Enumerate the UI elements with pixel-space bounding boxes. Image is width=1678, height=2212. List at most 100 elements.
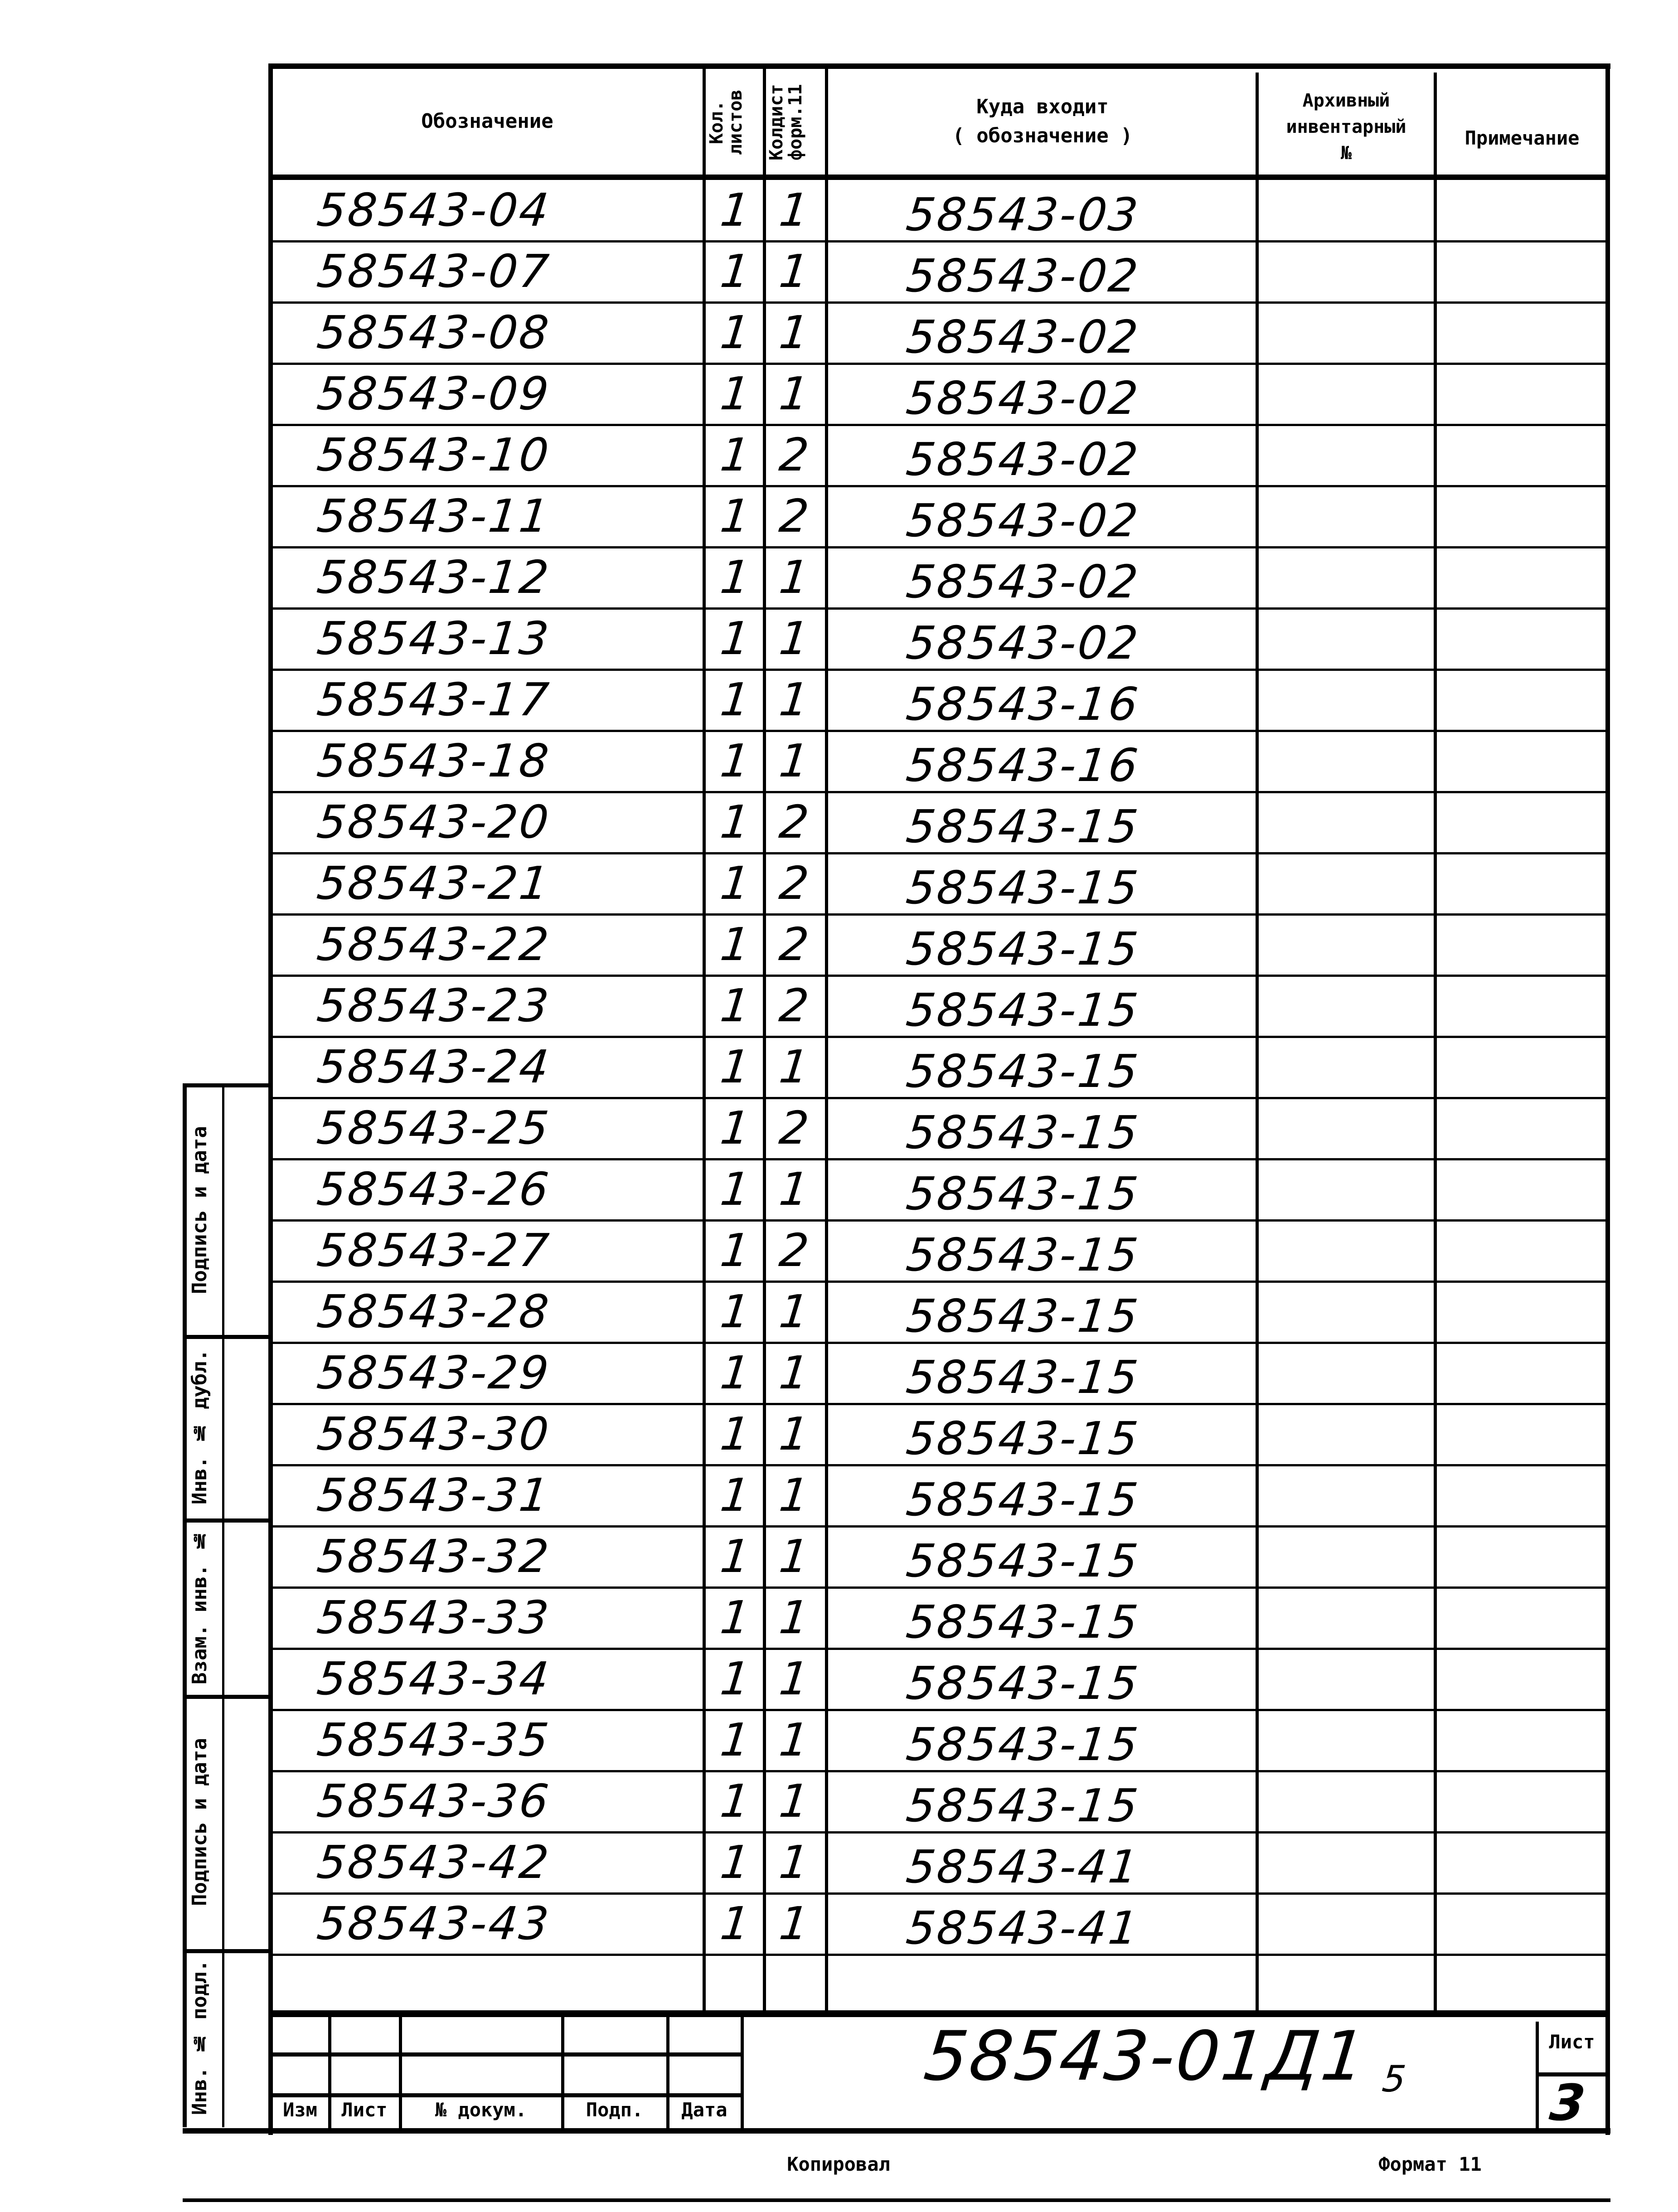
row-sheets: 1 bbox=[718, 551, 754, 604]
side-divider bbox=[183, 1335, 271, 1339]
row-sheets: 1 bbox=[718, 184, 754, 237]
row-line bbox=[271, 240, 1608, 243]
row-where-used: 58543-15 bbox=[903, 1045, 1142, 1098]
row-where-used: 58543-41 bbox=[903, 1840, 1142, 1893]
row-where-used: 58543-02 bbox=[903, 372, 1142, 425]
row-copies: 1 bbox=[776, 1346, 813, 1399]
row-sheets: 1 bbox=[718, 1285, 754, 1338]
row-sheets: 1 bbox=[718, 1407, 754, 1460]
row-copies: 1 bbox=[776, 1469, 813, 1522]
row-designation: 58543-22 bbox=[314, 918, 553, 971]
row-line bbox=[271, 975, 1608, 977]
row-line bbox=[271, 1219, 1608, 1222]
header-note: Примечание bbox=[1465, 126, 1580, 149]
tb-col bbox=[328, 2013, 331, 2130]
side-strip-inner bbox=[222, 1085, 224, 2127]
tb-col bbox=[741, 2013, 744, 2130]
row-copies: 1 bbox=[776, 734, 813, 787]
tb-col bbox=[666, 2013, 669, 2130]
row-where-used: 58543-15 bbox=[903, 1106, 1142, 1159]
row-line bbox=[271, 546, 1608, 548]
row-line bbox=[271, 730, 1608, 732]
row-sheets: 1 bbox=[718, 979, 754, 1032]
side-strip-left bbox=[183, 1085, 187, 2127]
header-sheet-count: Кол. листов bbox=[706, 89, 746, 155]
row-where-used: 58543-15 bbox=[903, 1228, 1142, 1281]
row-designation: 58543-32 bbox=[314, 1530, 553, 1583]
row-where-used: 58543-15 bbox=[903, 1351, 1142, 1404]
tb-doc-no-label: № докум. bbox=[435, 2099, 527, 2121]
row-copies: 1 bbox=[776, 673, 813, 726]
tb-date-label: Дата bbox=[681, 2099, 727, 2121]
handwritten-mark: 5 bbox=[1380, 2058, 1410, 2100]
frame-right bbox=[1605, 68, 1610, 2135]
row-designation: 58543-13 bbox=[314, 612, 553, 665]
side-divider bbox=[183, 1949, 271, 1953]
title-block-top bbox=[271, 2010, 1608, 2016]
row-line bbox=[271, 1648, 1608, 1650]
row-where-used: 58543-15 bbox=[903, 1657, 1142, 1710]
header-archive-3: № bbox=[1340, 143, 1352, 164]
header-archive: Архивный инвентарный № bbox=[1258, 77, 1435, 177]
row-designation: 58543-31 bbox=[314, 1469, 553, 1522]
row-sheets: 1 bbox=[718, 367, 754, 420]
row-where-used: 58543-41 bbox=[903, 1902, 1142, 1955]
tb-col bbox=[561, 2013, 564, 2130]
col-line bbox=[1434, 73, 1437, 2015]
row-where-used: 58543-15 bbox=[903, 984, 1142, 1037]
row-copies: 2 bbox=[776, 918, 813, 971]
row-line bbox=[271, 424, 1608, 426]
row-sheets: 1 bbox=[718, 306, 754, 359]
row-designation: 58543-26 bbox=[314, 1163, 553, 1216]
row-designation: 58543-35 bbox=[314, 1713, 553, 1766]
row-sheets: 1 bbox=[718, 796, 754, 849]
row-copies: 2 bbox=[776, 979, 813, 1032]
col-line bbox=[703, 63, 706, 2015]
row-copies: 1 bbox=[776, 1040, 813, 1093]
row-designation: 58543-42 bbox=[314, 1836, 553, 1889]
row-copies: 1 bbox=[776, 1713, 813, 1766]
tb-sheet-divider bbox=[1536, 2072, 1608, 2076]
row-where-used: 58543-02 bbox=[903, 249, 1142, 302]
tb-change-label: Изм bbox=[283, 2099, 317, 2121]
row-designation: 58543-10 bbox=[314, 428, 553, 481]
row-sheets: 1 bbox=[718, 612, 754, 665]
row-where-used: 58543-02 bbox=[903, 433, 1142, 486]
row-where-used: 58543-15 bbox=[903, 1596, 1142, 1649]
tb-signature-label: Подп. bbox=[586, 2099, 644, 2121]
row-designation: 58543-20 bbox=[314, 796, 553, 849]
side-strip-top bbox=[183, 1083, 271, 1087]
row-designation: 58543-29 bbox=[314, 1346, 553, 1399]
row-designation: 58543-12 bbox=[314, 551, 553, 604]
row-designation: 58543-25 bbox=[314, 1101, 553, 1155]
row-line bbox=[271, 301, 1608, 304]
side-divider bbox=[183, 1695, 271, 1699]
col-line bbox=[825, 63, 828, 2015]
row-sheets: 1 bbox=[718, 1652, 754, 1705]
row-copies: 1 bbox=[776, 184, 813, 237]
row-where-used: 58543-02 bbox=[903, 310, 1142, 364]
row-designation: 58543-34 bbox=[314, 1652, 553, 1705]
col-line bbox=[763, 63, 766, 2015]
row-line bbox=[271, 1954, 1608, 1956]
row-copies: 1 bbox=[776, 612, 813, 665]
tb-sheet-label: Лист bbox=[341, 2099, 388, 2121]
header-designation: Обозначение bbox=[421, 109, 553, 133]
row-line bbox=[271, 1342, 1608, 1344]
row-line bbox=[271, 1097, 1608, 1099]
row-designation: 58543-30 bbox=[314, 1407, 553, 1460]
row-line bbox=[271, 1525, 1608, 1528]
row-copies: 1 bbox=[776, 1836, 813, 1889]
footer-format: Формат 11 bbox=[1378, 2153, 1482, 2175]
row-copies: 1 bbox=[776, 1652, 813, 1705]
row-line bbox=[271, 669, 1608, 671]
row-designation: 58543-23 bbox=[314, 979, 553, 1032]
side-inv-orig: Инв. № подл. bbox=[188, 1960, 211, 2115]
row-designation: 58543-27 bbox=[314, 1224, 553, 1277]
side-divider bbox=[183, 1518, 271, 1523]
row-designation: 58543-07 bbox=[314, 245, 553, 298]
row-line bbox=[271, 2015, 1608, 2017]
side-sign-date-1: Подпись и дата bbox=[188, 1126, 211, 1295]
row-designation: 58543-11 bbox=[314, 490, 553, 543]
row-designation: 58543-08 bbox=[314, 306, 553, 359]
